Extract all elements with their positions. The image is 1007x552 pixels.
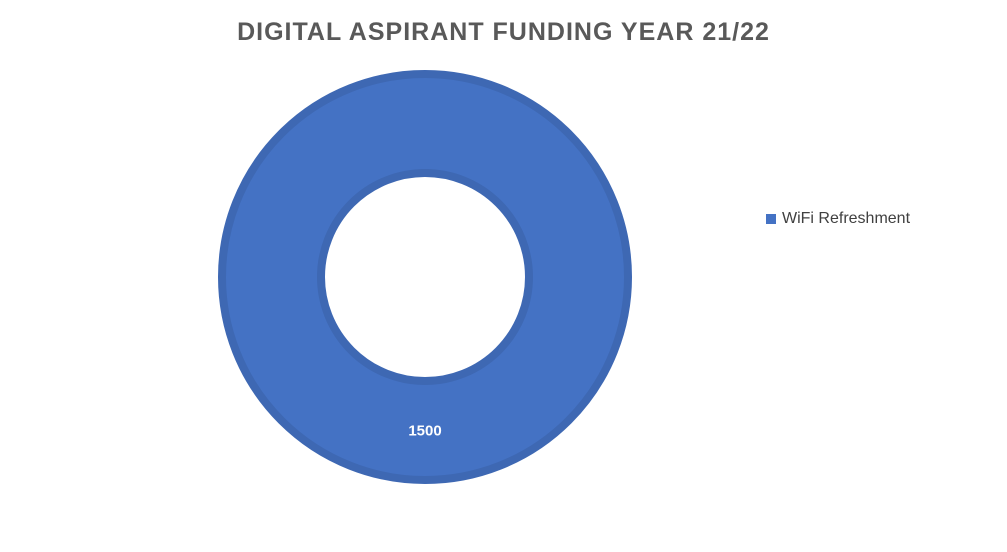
donut-slice-wifi-refreshment <box>217 70 633 484</box>
chart-title: DIGITAL ASPIRANT FUNDING YEAR 21/22 <box>237 18 770 46</box>
data-label-wifi-refreshment: 1500 <box>408 423 441 440</box>
legend: WiFi Refreshment <box>766 210 910 228</box>
legend-swatch-wifi-refreshment <box>766 214 776 224</box>
legend-label-wifi-refreshment: WiFi Refreshment <box>782 210 911 227</box>
